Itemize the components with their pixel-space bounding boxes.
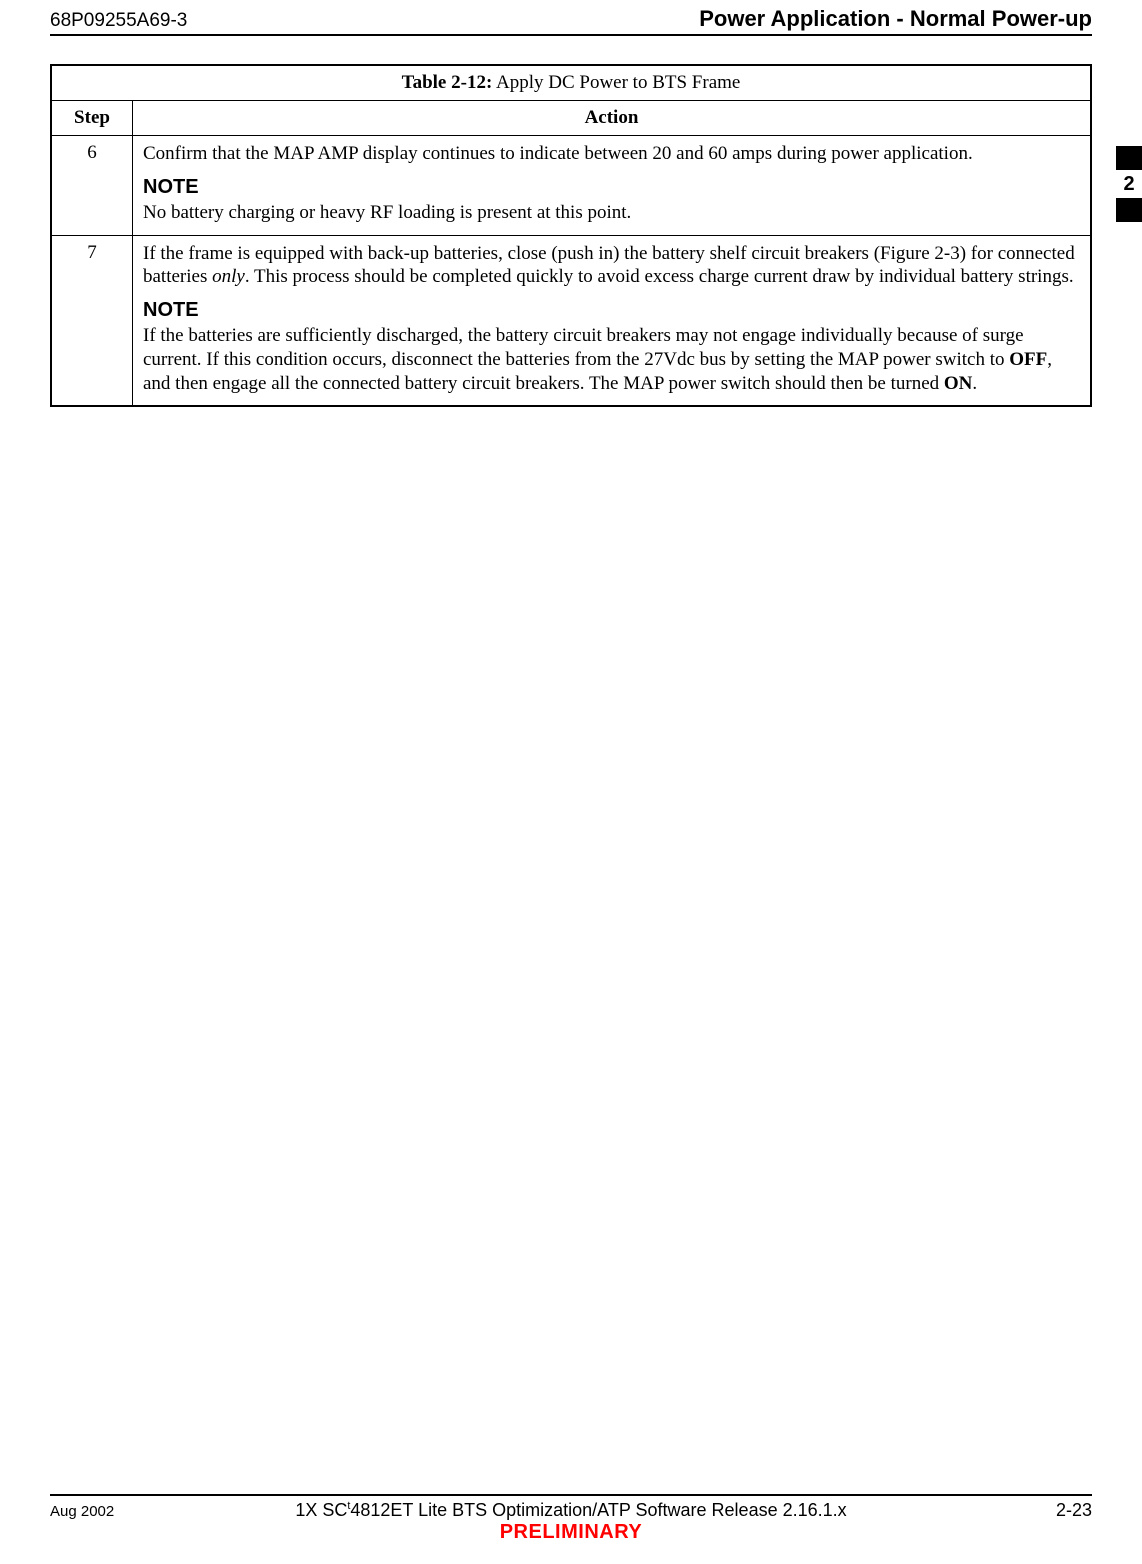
table-title-cell: Table 2-12: Apply DC Power to BTS Frame xyxy=(51,65,1091,101)
page-footer: Aug 2002 1X SCt4812ET Lite BTS Optimizat… xyxy=(50,1494,1092,1544)
tab-block-bottom xyxy=(1116,198,1142,222)
content-area: Table 2-12: Apply DC Power to BTS Frame … xyxy=(50,36,1092,407)
italic-only: only xyxy=(212,266,245,287)
footer-center-a: 1X SC xyxy=(295,1500,347,1520)
step-number: 7 xyxy=(51,235,133,406)
table-label: Table 2-12: xyxy=(402,72,493,93)
doc-id: 68P09255A69-3 xyxy=(50,10,187,32)
action-text: If the frame is equipped with back-up ba… xyxy=(143,242,1080,290)
footer-doc-title: 1X SCt4812ET Lite BTS Optimization/ATP S… xyxy=(170,1500,972,1521)
bold-off: OFF xyxy=(1009,349,1047,370)
chapter-tab: 2 xyxy=(1116,146,1142,222)
footer-row: Aug 2002 1X SCt4812ET Lite BTS Optimizat… xyxy=(50,1500,1092,1521)
text-segment: . This process should be completed quick… xyxy=(245,266,1074,287)
note-text: No battery charging or heavy RF loading … xyxy=(143,201,1080,225)
step-number: 6 xyxy=(51,136,133,236)
note-text: If the batteries are sufficiently discha… xyxy=(143,324,1080,395)
action-cell: Confirm that the MAP AMP display continu… xyxy=(133,136,1092,236)
table-row: 7 If the frame is equipped with back-up … xyxy=(51,235,1091,406)
note-heading: NOTE xyxy=(143,299,1080,322)
text-segment: If the batteries are sufficiently discha… xyxy=(143,325,1024,370)
page-header: 68P09255A69-3 Power Application - Normal… xyxy=(50,0,1092,36)
tab-number: 2 xyxy=(1116,170,1142,198)
table-title-row: Table 2-12: Apply DC Power to BTS Frame xyxy=(51,65,1091,101)
page: 68P09255A69-3 Power Application - Normal… xyxy=(0,0,1142,1564)
col-action-header: Action xyxy=(133,101,1092,136)
page-title: Power Application - Normal Power-up xyxy=(699,6,1092,32)
note-heading: NOTE xyxy=(143,176,1080,199)
col-step-header: Step xyxy=(51,101,133,136)
action-cell: If the frame is equipped with back-up ba… xyxy=(133,235,1092,406)
text-segment: . xyxy=(972,373,977,394)
footer-rule xyxy=(50,1494,1092,1496)
table-caption: Apply DC Power to BTS Frame xyxy=(492,72,740,93)
table-header-row: Step Action xyxy=(51,101,1091,136)
footer-center-b: 4812ET Lite BTS Optimization/ATP Softwar… xyxy=(350,1500,846,1520)
tab-block-top xyxy=(1116,146,1142,170)
bold-on: ON xyxy=(944,373,973,394)
table-row: 6 Confirm that the MAP AMP display conti… xyxy=(51,136,1091,236)
footer-date: Aug 2002 xyxy=(50,1503,170,1520)
preliminary-label: PRELIMINARY xyxy=(50,1521,1092,1544)
footer-page-number: 2-23 xyxy=(972,1500,1092,1521)
action-text: Confirm that the MAP AMP display continu… xyxy=(143,142,1080,166)
procedure-table: Table 2-12: Apply DC Power to BTS Frame … xyxy=(50,64,1092,407)
